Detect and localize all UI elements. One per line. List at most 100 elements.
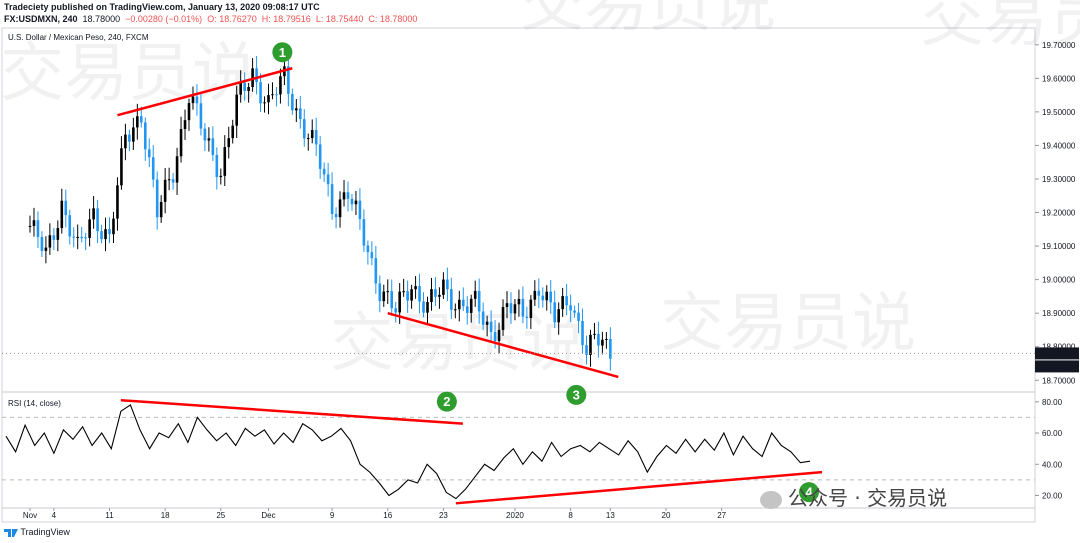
rsi-tick-label: 60.00 [1042,429,1063,438]
candle-body [585,345,588,355]
candle-body [434,289,437,297]
candle-body [454,309,457,311]
candle-body [521,298,525,317]
candle-body [195,96,199,104]
time-tick-label: 16 [383,511,392,520]
candle-body [529,299,533,319]
candle-body [143,122,147,150]
candle-body [473,290,477,299]
candle-body [88,219,91,238]
candle-body [167,179,171,181]
candle-body [446,279,449,290]
candle-body [338,199,342,218]
candle-body [497,329,501,342]
close-value: C: 18.78000 [368,14,418,24]
time-tick-label: 20 [662,511,671,520]
symbol: FX:USDMXN, 240 [4,14,78,24]
badge-1 [272,42,293,63]
candle-body [299,108,302,120]
last-price-badge [1035,347,1079,360]
publish-info: Tradeciety published on TradingView.com,… [4,2,320,12]
candle-body [235,94,238,126]
candle-body [418,286,421,302]
candle-body [203,128,207,141]
candle-body [386,291,390,293]
plot-frame [1,27,1036,523]
candle-body [314,130,318,145]
candle-body [601,339,604,346]
candle-body [56,228,60,240]
candles [28,54,612,371]
candle-body [477,290,481,312]
candle-body [553,302,556,323]
candle-body [382,291,386,302]
badge-label-1: 1 [279,45,286,60]
rsi-pane-legend: RSI (14, close) [8,399,61,408]
candle-body [287,66,290,94]
candle-body [426,302,429,313]
time-tick-label: 25 [216,511,225,520]
ohlc-bar: FX:USDMXN, 240 18.78000 −0.00280 (−0.01%… [4,14,417,24]
rsi-trendline-4 [455,470,823,505]
candle-body [263,102,266,104]
wechat-tag: 公众号 · 交易员说 [760,482,947,511]
watermark-1: 交易员说 [330,307,586,381]
badge-label-3: 3 [573,387,580,402]
candle-body [410,289,413,301]
candle-body [279,76,282,95]
candle-body [219,175,223,178]
candle-body [442,279,445,295]
candle-body [509,303,513,314]
candle-body [231,125,235,139]
candle-body [358,200,362,220]
rsi-line [5,404,811,500]
candle-body [346,192,350,199]
candle-body [302,119,306,139]
candle-body [330,184,334,215]
time-tick-label: 8 [568,511,573,520]
candle-body [48,235,52,248]
price-tick-label: 19.40000 [1042,141,1076,150]
candle-body [306,138,310,140]
candle-body [295,108,298,111]
candle-body [64,200,68,216]
candle-body [549,291,553,303]
candle-body [537,290,541,296]
candle-body [422,301,425,313]
change: −0.00280 (−0.01%) [125,14,203,24]
candle-body [40,237,44,251]
badge-4 [799,482,819,503]
badge-2 [436,391,457,412]
candle-body [450,289,453,310]
candle-body [569,305,572,311]
candle-body [171,179,175,183]
low-value: L: 18.75440 [315,14,364,24]
candle-body [310,130,314,139]
candle-body [275,94,278,96]
price-tick-label: 18.80000 [1042,343,1076,352]
candle-body [362,219,366,246]
candle-body [211,138,215,156]
time-tick-label: 4 [52,511,57,520]
candle-body [545,291,549,301]
high-value: H: 18.79516 [261,14,311,24]
price-tick-label: 19.70000 [1042,41,1076,50]
candle-body [267,95,270,103]
candle-body [255,68,258,83]
price-tick-label: 19.00000 [1042,276,1076,285]
candle-body [561,296,564,310]
candle-body [163,179,167,202]
candle-body [390,291,394,309]
candle-body [147,149,151,158]
candle-body [334,214,338,218]
candle-body [493,332,497,342]
candle-body [36,220,40,238]
watermark-4: 交易员说 [920,0,1080,56]
candle-body [199,103,203,129]
candle-body [394,308,397,313]
candle-body [207,138,211,141]
candle-body [350,198,354,205]
price-tick-label: 19.60000 [1042,74,1076,83]
candle-body [438,294,441,297]
price-trendline-3 [387,311,619,379]
